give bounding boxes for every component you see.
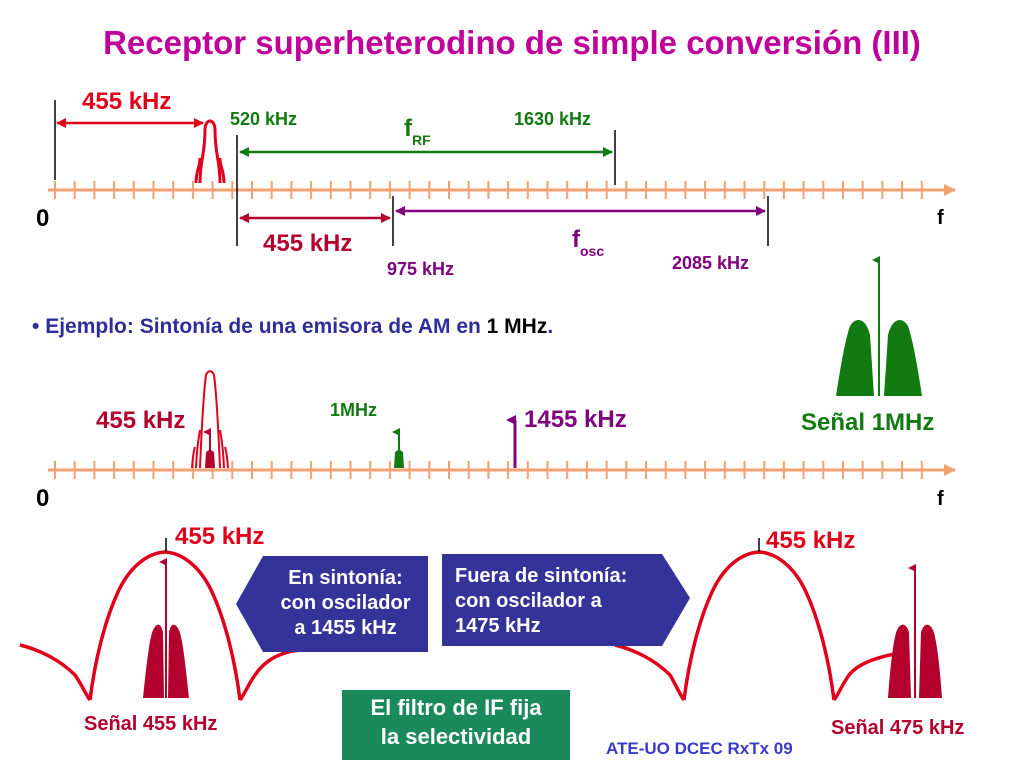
top-axis (48, 181, 956, 199)
left-if-label: 455 kHz (175, 523, 265, 550)
left-signal-spectrum (143, 558, 189, 698)
page-title: Receptor superheterodino de simple conve… (103, 24, 921, 61)
top-axis-label: f (937, 207, 944, 229)
example-bullet: • (32, 315, 40, 338)
footer-credit: ATE-UO DCEC RxTx 09 (606, 739, 793, 758)
frf-f: f (404, 115, 412, 142)
example-value: 1 MHz (486, 315, 548, 338)
middle-osc-label: 1455 kHz (524, 406, 627, 433)
box-left-shape (236, 556, 428, 652)
box-out-of-tune: Fuera de sintonía: con oscilador a 1475 … (455, 564, 660, 639)
left-filter-curve (19, 550, 301, 702)
middle-rf-spectrum (392, 428, 404, 468)
middle-if-label: 455 kHz (96, 407, 186, 434)
signal-1mhz-label: Señal 1MHz (801, 409, 935, 436)
box-out-of-tune-line-2: con oscilador a (455, 590, 602, 612)
top-if-label-2: 455 kHz (263, 230, 353, 257)
middle-axis-label: f (937, 488, 944, 510)
top-if-filter-shape (194, 119, 226, 184)
frf-sub: RF (412, 132, 431, 148)
box-out-of-tune-line-1: Fuera de sintonía: (455, 565, 628, 587)
fosc-sub: osc (580, 243, 605, 259)
box-in-tune-line-3: a 1455 kHz (294, 617, 397, 639)
example-text: • Ejemplo: Sintonía de una emisora de AM… (32, 316, 553, 337)
example-end: . (547, 315, 554, 338)
right-signal-spectrum (888, 564, 942, 698)
example-body: Ejemplo: Sintonía de una emisora de AM e… (45, 315, 487, 338)
top-osc-low-label: 975 kHz (387, 259, 455, 279)
box-in-tune: En sintonía: con oscilador a 1455 kHz (263, 566, 428, 641)
top-fosc-label: fosc (572, 226, 604, 259)
top-rf-high-label: 1630 kHz (514, 109, 592, 129)
right-signal-label: Señal 475 kHz (831, 717, 965, 739)
middle-if-filter-shape (191, 370, 229, 469)
box-right-shape (442, 554, 690, 646)
if-filter-note-box: El filtro de IF fija la selectividad (342, 690, 570, 760)
signal-1mhz-spectrum (836, 256, 922, 396)
box-in-tune-line-2: con oscilador (280, 592, 411, 614)
right-if-label: 455 kHz (766, 527, 856, 554)
middle-origin-label: 0 (36, 485, 50, 512)
left-signal-label: Señal 455 kHz (84, 713, 218, 735)
top-frf-label: fRF (404, 115, 431, 148)
top-osc-high-label: 2085 kHz (672, 253, 750, 273)
if-filter-note-line-1: El filtro de IF fija (370, 695, 542, 720)
middle-if-spectrum (203, 428, 215, 468)
top-rf-low-label: 520 kHz (230, 109, 298, 129)
top-origin-label: 0 (36, 205, 50, 232)
middle-rf-label: 1MHz (330, 400, 378, 420)
fosc-f: f (572, 226, 580, 253)
top-if-label: 455 kHz (82, 88, 172, 115)
box-in-tune-line-1: En sintonía: (288, 567, 403, 589)
middle-axis (48, 461, 956, 479)
if-filter-note-line-2: la selectividad (380, 723, 532, 749)
box-out-of-tune-line-3: 1475 kHz (455, 615, 541, 637)
